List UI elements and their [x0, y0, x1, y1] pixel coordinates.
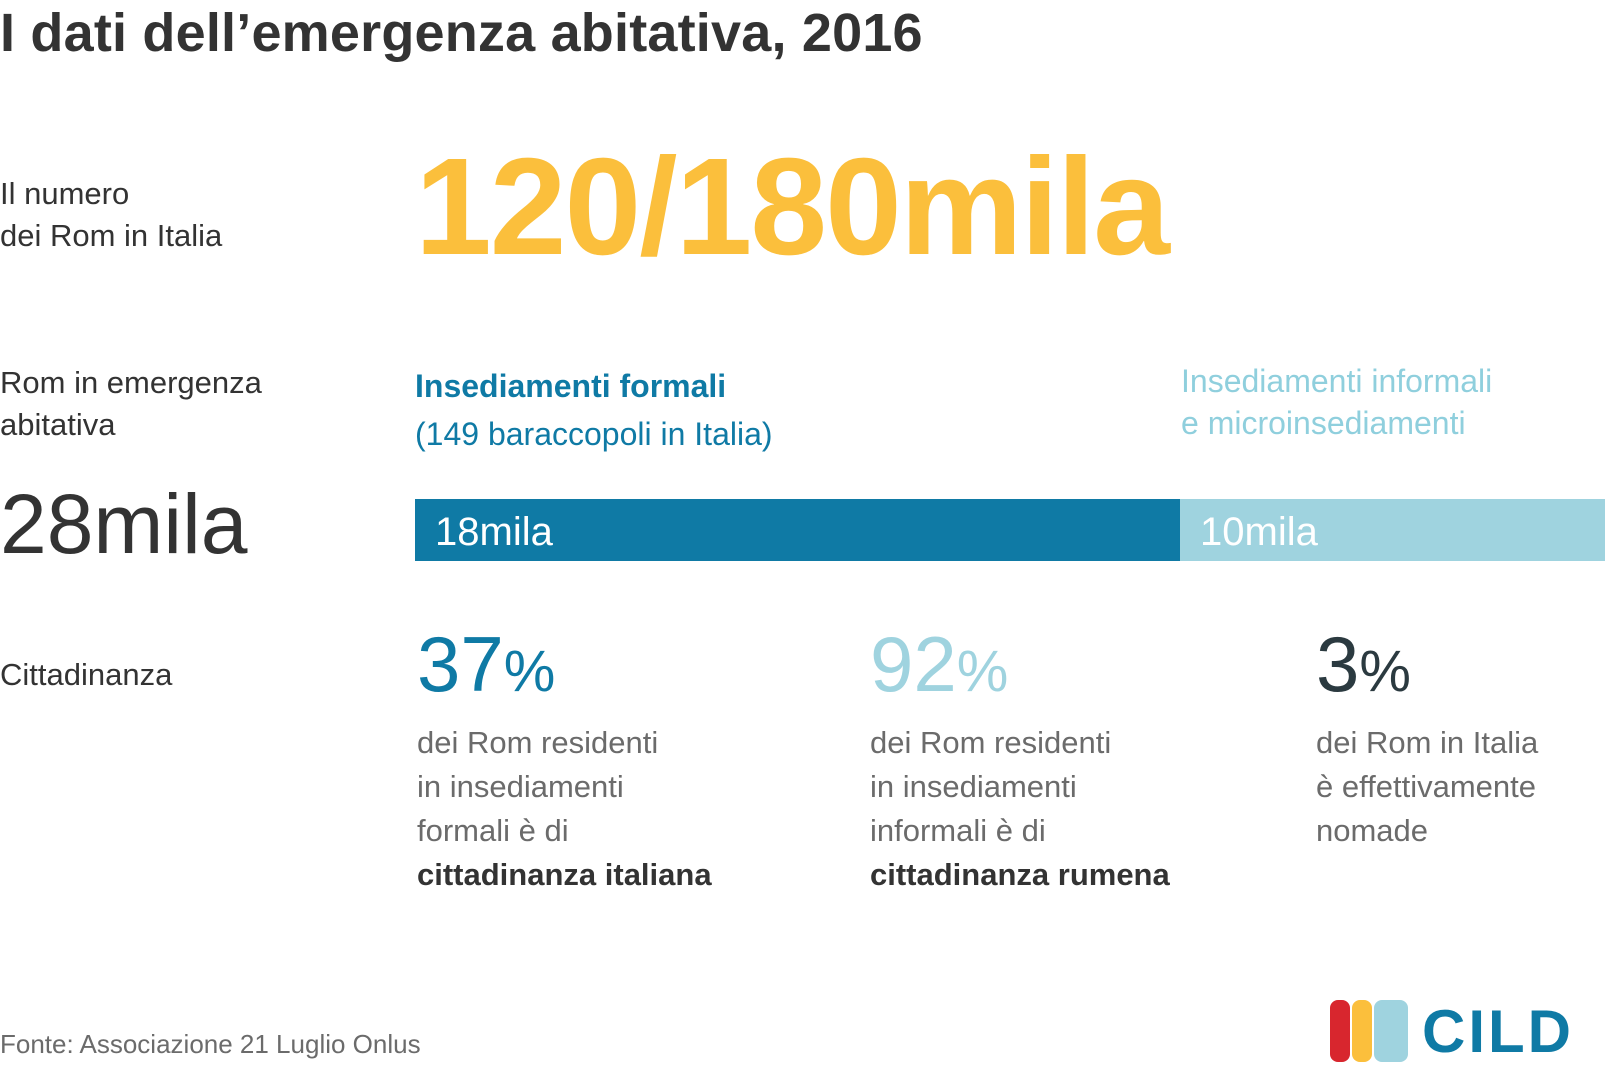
- stat-desc-italian-line1: dei Rom residenti: [417, 725, 659, 760]
- stat-desc-nomadic-line2: è effettivamente: [1316, 769, 1537, 804]
- stat-value-nomadic: 3: [1316, 620, 1360, 708]
- stat-desc-romanian-emphasis: cittadinanza rumena: [870, 857, 1170, 892]
- rom-number-label: Il numero dei Rom in Italia: [0, 173, 222, 257]
- informal-settlements-header: Insediamenti informali e microinsediamen…: [1181, 360, 1492, 444]
- formal-settlements-header: Insediamenti formali (149 baraccopoli in…: [415, 362, 773, 458]
- housing-emergency-total: 28mila: [0, 477, 248, 571]
- bar-segment-formal: [415, 499, 1180, 561]
- logo-red-bar: [1330, 1000, 1350, 1062]
- stat-desc-romanian-line1: dei Rom residenti: [870, 725, 1112, 760]
- housing-emergency-label: Rom in emergenza abitativa: [0, 362, 262, 446]
- logo-yellow-bar: [1352, 1000, 1372, 1062]
- bar-segment-informal: [1180, 499, 1605, 561]
- informal-settlements-subtitle: e microinsediamenti: [1181, 405, 1466, 441]
- stat-desc-nomadic-line1: dei Rom in Italia: [1316, 725, 1539, 760]
- stat-percent-romanian: 92%: [870, 625, 1170, 703]
- stat-percent-italian: 37%: [417, 625, 712, 703]
- stat-sign-nomadic: %: [1359, 639, 1411, 704]
- stat-percent-nomadic: 3%: [1316, 625, 1538, 703]
- stat-desc-nomadic-line3: nomade: [1316, 813, 1429, 848]
- stat-desc-italian: dei Rom residenti in insediamenti formal…: [417, 721, 712, 897]
- stat-desc-romanian-line2: in insediamenti: [870, 769, 1077, 804]
- rom-number-label-line1: Il numero: [0, 176, 130, 211]
- stat-sign-romanian: %: [956, 639, 1009, 704]
- citizenship-label: Cittadinanza: [0, 657, 173, 692]
- stat-value-romanian: 92: [870, 620, 957, 708]
- cild-logo: CILD: [1330, 1000, 1600, 1062]
- stat-block-nomadic: 3% dei Rom in Italia è effettivamente no…: [1316, 625, 1538, 853]
- stat-desc-nomadic: dei Rom in Italia è effettivamente nomad…: [1316, 721, 1538, 853]
- bar-label-formal: 18mila: [435, 510, 554, 554]
- formal-settlements-title: Insediamenti formali: [415, 368, 727, 404]
- source-note: Fonte: Associazione 21 Luglio Onlus: [0, 1029, 421, 1059]
- stat-block-italian: 37% dei Rom residenti in insediamenti fo…: [417, 625, 712, 897]
- page-title: I dati dell’emergenza abitativa, 2016: [0, 3, 923, 63]
- formal-settlements-subtitle: (149 baraccopoli in Italia): [415, 416, 773, 452]
- stat-sign-italian: %: [503, 639, 556, 704]
- logo-blue-bar: [1374, 1000, 1408, 1062]
- settlements-stacked-bar: 18mila 10mila: [415, 499, 1605, 561]
- bar-label-informal: 10mila: [1200, 510, 1319, 554]
- stat-desc-italian-line2: in insediamenti: [417, 769, 624, 804]
- housing-emergency-label-line2: abitativa: [0, 407, 116, 442]
- stat-desc-romanian-line3: informali è di: [870, 813, 1046, 848]
- stat-desc-romanian: dei Rom residenti in insediamenti inform…: [870, 721, 1170, 897]
- stat-block-romanian: 92% dei Rom residenti in insediamenti in…: [870, 625, 1170, 897]
- informal-settlements-title: Insediamenti informali: [1181, 363, 1493, 399]
- housing-emergency-label-line1: Rom in emergenza: [0, 365, 262, 400]
- stat-desc-italian-emphasis: cittadinanza italiana: [417, 857, 712, 892]
- rom-number-label-line2: dei Rom in Italia: [0, 218, 223, 253]
- stat-desc-italian-line3: formali è di: [417, 813, 569, 848]
- rom-number-value: 120/180mila: [415, 130, 1170, 284]
- logo-wordmark: CILD: [1422, 998, 1574, 1065]
- stat-value-italian: 37: [417, 620, 504, 708]
